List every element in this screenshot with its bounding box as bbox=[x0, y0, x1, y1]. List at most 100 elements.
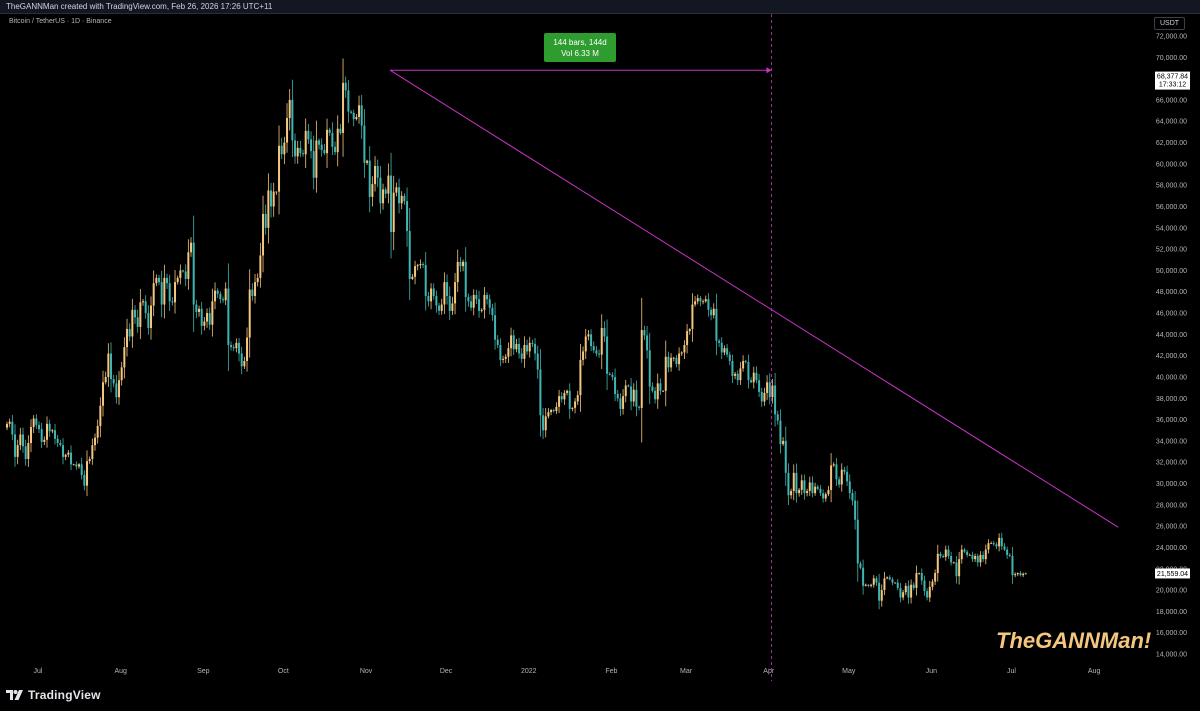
candle-body bbox=[363, 125, 366, 163]
y-tick-label: 18,000.00 bbox=[1156, 609, 1187, 616]
y-tick-label: 52,000.00 bbox=[1156, 247, 1187, 254]
candle-body bbox=[483, 294, 486, 310]
candle-body bbox=[616, 394, 619, 399]
x-axis[interactable]: Jul Aug Sep Oct Nov Dec 2022 Feb Mar Apr May Jun Jul… bbox=[34, 668, 1101, 675]
candle-body bbox=[902, 592, 905, 598]
candle-body bbox=[528, 342, 531, 352]
candle-body bbox=[878, 582, 881, 601]
candle-body bbox=[120, 367, 123, 381]
candle-body bbox=[6, 423, 8, 428]
candle-body bbox=[467, 297, 470, 302]
candle-body bbox=[392, 192, 395, 233]
candle-body bbox=[526, 345, 529, 352]
candle-body bbox=[238, 342, 241, 354]
candle-body bbox=[395, 187, 398, 193]
y-tick-label: 38,000.00 bbox=[1156, 396, 1187, 403]
drawings[interactable]: 144 bars, 144d Vol 6.33 M bbox=[389, 14, 1119, 681]
candle-body bbox=[550, 409, 553, 413]
candle-body bbox=[139, 302, 142, 327]
date-range-arrow bbox=[766, 67, 772, 74]
candle-body bbox=[683, 345, 686, 353]
candle-body bbox=[59, 443, 62, 446]
candle-body bbox=[504, 356, 507, 359]
candle-body bbox=[728, 354, 731, 361]
y-tick-label: 30,000.00 bbox=[1156, 481, 1187, 488]
candle-body bbox=[955, 562, 958, 577]
candle-body bbox=[662, 390, 665, 392]
candle-body bbox=[246, 337, 249, 361]
tradingview-logo[interactable]: TradingView bbox=[6, 688, 101, 702]
candle-body bbox=[523, 345, 526, 359]
candle-body bbox=[654, 390, 657, 400]
candle-body bbox=[459, 261, 462, 267]
candle-body bbox=[195, 304, 198, 312]
currency-button[interactable]: USDT bbox=[1154, 17, 1185, 30]
candle-body bbox=[446, 282, 449, 296]
candle-body bbox=[232, 347, 235, 349]
candle-body bbox=[470, 301, 473, 308]
candle-body bbox=[462, 261, 465, 267]
candle-body bbox=[222, 299, 225, 301]
candle-body bbox=[318, 140, 321, 145]
candle-body bbox=[174, 282, 177, 303]
candle-body bbox=[443, 282, 446, 305]
candle-body bbox=[776, 414, 779, 421]
candle-body bbox=[696, 298, 699, 302]
candle-body bbox=[144, 301, 147, 314]
candle-body bbox=[667, 356, 670, 368]
candle-body bbox=[843, 469, 846, 472]
candle-body bbox=[414, 266, 417, 277]
candle-body bbox=[243, 360, 246, 367]
candle-body bbox=[310, 139, 313, 152]
candle-body bbox=[582, 351, 585, 360]
candle-body bbox=[824, 494, 827, 499]
candle-body bbox=[766, 382, 769, 393]
candle-body bbox=[440, 304, 443, 311]
candle-body bbox=[75, 464, 78, 467]
x-tick-label: Jul bbox=[34, 668, 43, 675]
candle-body bbox=[107, 353, 110, 377]
candle-body bbox=[707, 299, 710, 310]
candle-body bbox=[558, 396, 561, 407]
candle-body bbox=[659, 383, 662, 391]
candle-body bbox=[1000, 537, 1003, 547]
y-tick-label: 20,000.00 bbox=[1156, 588, 1187, 595]
y-tick-label: 66,000.00 bbox=[1156, 97, 1187, 104]
candle-body bbox=[168, 283, 171, 302]
candle-body bbox=[384, 189, 387, 194]
candle-body bbox=[478, 299, 481, 311]
candle-body bbox=[678, 353, 681, 365]
candle-body bbox=[99, 405, 102, 426]
candle-body bbox=[56, 438, 59, 444]
candle-body bbox=[584, 336, 587, 352]
attribution-bar: TheGANNMan created with TradingView.com,… bbox=[0, 0, 1200, 14]
candle-body bbox=[894, 582, 897, 584]
candle-body bbox=[603, 327, 606, 337]
y-tick-label: 40,000.00 bbox=[1156, 374, 1187, 381]
candle-body bbox=[686, 331, 689, 345]
candle-body bbox=[539, 369, 542, 416]
candle-body bbox=[187, 252, 190, 279]
candle-body bbox=[16, 445, 19, 457]
candle-body bbox=[224, 288, 227, 301]
candle-body bbox=[104, 376, 107, 383]
y-axis[interactable]: 72,000.00 70,000.00 66,000.00 64,000.00 62,0… bbox=[1156, 34, 1187, 659]
price-chart[interactable]: 72,000.00 70,000.00 66,000.00 64,000.00 62,0… bbox=[0, 14, 1200, 681]
chart-area[interactable]: 72,000.00 70,000.00 66,000.00 64,000.00 62,0… bbox=[0, 14, 1200, 681]
candle-body bbox=[840, 469, 843, 485]
candle-body bbox=[475, 294, 478, 300]
y-tick-label: 28,000.00 bbox=[1156, 502, 1187, 509]
y-tick-label: 56,000.00 bbox=[1156, 204, 1187, 211]
x-tick-label: Oct bbox=[278, 668, 289, 675]
y-tick-label: 16,000.00 bbox=[1156, 630, 1187, 637]
symbol-label[interactable]: Bitcoin / TetherUS · 1D · Binance bbox=[9, 18, 112, 25]
candle-body bbox=[587, 334, 590, 337]
candle-body bbox=[739, 368, 742, 381]
candle-body bbox=[832, 464, 835, 466]
candle-body bbox=[624, 385, 627, 397]
candle-body bbox=[315, 140, 318, 178]
candle-body bbox=[110, 353, 113, 380]
candle-body bbox=[40, 429, 43, 442]
candle-body bbox=[992, 543, 995, 545]
candle-body bbox=[998, 537, 1001, 547]
